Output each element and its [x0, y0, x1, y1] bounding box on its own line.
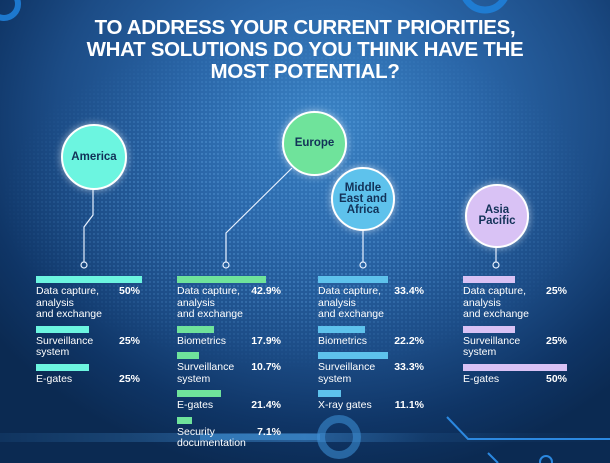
- bar-value: 33.4%: [394, 285, 424, 297]
- bar-value: 50%: [545, 372, 567, 385]
- bar-item: Biometrics 22.2%: [318, 325, 424, 348]
- region-bubble-america: America: [61, 124, 127, 190]
- bar-value: 21.4%: [251, 399, 281, 411]
- bar-item: E-gates 50%: [463, 363, 567, 386]
- bar: [318, 390, 341, 397]
- bar-label: Data capture, analysis and exchange: [177, 285, 243, 320]
- bar-item: E-gates 25%: [36, 363, 140, 386]
- bar-value: 25%: [118, 334, 140, 347]
- bar-item: Security documentation 7.1%: [177, 416, 281, 450]
- bar-value: 22.2%: [394, 334, 424, 347]
- bar-value: 42.9%: [251, 285, 281, 297]
- region-panel-america: Data capture, analysis and exchange 50% S…: [36, 276, 142, 386]
- bar: [318, 352, 388, 359]
- region-name: Europe: [294, 137, 335, 149]
- region-name: Asia Pacific: [478, 204, 516, 227]
- bar-value: 10.7%: [251, 361, 281, 373]
- region-name: America: [71, 150, 117, 163]
- region-panel-asia-pacific: Data capture, analysis and exchange 25% S…: [463, 276, 567, 385]
- bar-value: 50%: [118, 285, 140, 297]
- bar: [36, 363, 89, 371]
- bar-label: E-gates: [177, 399, 214, 411]
- bar-label: E-gates: [36, 372, 73, 385]
- bar-item: Data capture, analysis and exchange 33.4%: [318, 276, 424, 321]
- bar-label: Data capture, analysis and exchange: [36, 285, 102, 320]
- bar-item: Data capture, analysis and exchange 25%: [463, 276, 567, 321]
- region-bubble-asia-pacific: Asia Pacific: [465, 184, 529, 248]
- bar-item: Data capture, analysis and exchange 50%: [36, 276, 142, 321]
- bar-value: 33.3%: [394, 361, 424, 373]
- bar-item: Surveillance system 25%: [36, 325, 140, 359]
- bar-label: Data capture, analysis and exchange: [463, 285, 529, 320]
- bar-label: Surveillance system: [463, 334, 521, 358]
- bar-label: Data capture, analysis and exchange: [318, 285, 384, 320]
- bar-label: Biometrics: [177, 334, 227, 347]
- bar: [318, 325, 365, 333]
- bar-label: E-gates: [463, 372, 500, 385]
- region-panel-europe: Data capture, analysis and exchange 42.9%…: [177, 276, 281, 450]
- decorative-band: [0, 433, 610, 442]
- bar-item: Surveillance system 25%: [463, 325, 567, 359]
- bar-value: 11.1%: [394, 399, 424, 411]
- bar-item: E-gates 21.4%: [177, 390, 281, 412]
- bar-label: Surveillance system: [177, 361, 235, 385]
- title-line-3: MOST POTENTIAL?: [210, 60, 400, 83]
- region-panel-middle-east-africa: Data capture, analysis and exchange 33.4%…: [318, 276, 424, 412]
- bar: [463, 276, 515, 283]
- bar: [318, 276, 388, 283]
- bar: [177, 352, 199, 359]
- page-title: TO ADDRESS YOUR CURRENT PRIORITIES, WHAT…: [0, 17, 610, 83]
- bar: [177, 276, 266, 283]
- bar-value: 17.9%: [251, 334, 281, 347]
- region-bubble-middle-east-africa: Middle East and Africa: [331, 167, 395, 231]
- bar-label: Surveillance system: [318, 361, 376, 385]
- title-line-1: TO ADDRESS YOUR CURRENT PRIORITIES,: [94, 16, 516, 39]
- region-bubble-europe: Europe: [282, 111, 347, 176]
- bar-item: Surveillance system 33.3%: [318, 352, 424, 385]
- region-name: Middle East and Africa: [339, 181, 387, 216]
- bar: [36, 276, 142, 283]
- title-line-2: WHAT SOLUTIONS DO YOU THINK HAVE THE: [86, 38, 524, 61]
- bar-item: Data capture, analysis and exchange 42.9%: [177, 276, 281, 321]
- bar-value: 25%: [545, 285, 567, 297]
- bar-value: 25%: [118, 372, 140, 385]
- bar: [463, 325, 515, 333]
- bar: [177, 416, 192, 424]
- bar: [36, 325, 89, 333]
- bar-value: 7.1%: [257, 425, 281, 438]
- bar-label: Surveillance system: [36, 334, 94, 358]
- bar-item: X-ray gates 11.1%: [318, 390, 424, 412]
- bar: [463, 363, 567, 371]
- bar-label: Biometrics: [318, 334, 368, 347]
- bar-item: Surveillance system 10.7%: [177, 352, 281, 385]
- bar: [177, 325, 214, 333]
- bar-item: Biometrics 17.9%: [177, 325, 281, 348]
- bar-value: 25%: [545, 334, 567, 347]
- bar-label: X-ray gates: [318, 399, 372, 411]
- bar: [177, 390, 221, 397]
- bar-label: Security documentation: [177, 425, 246, 449]
